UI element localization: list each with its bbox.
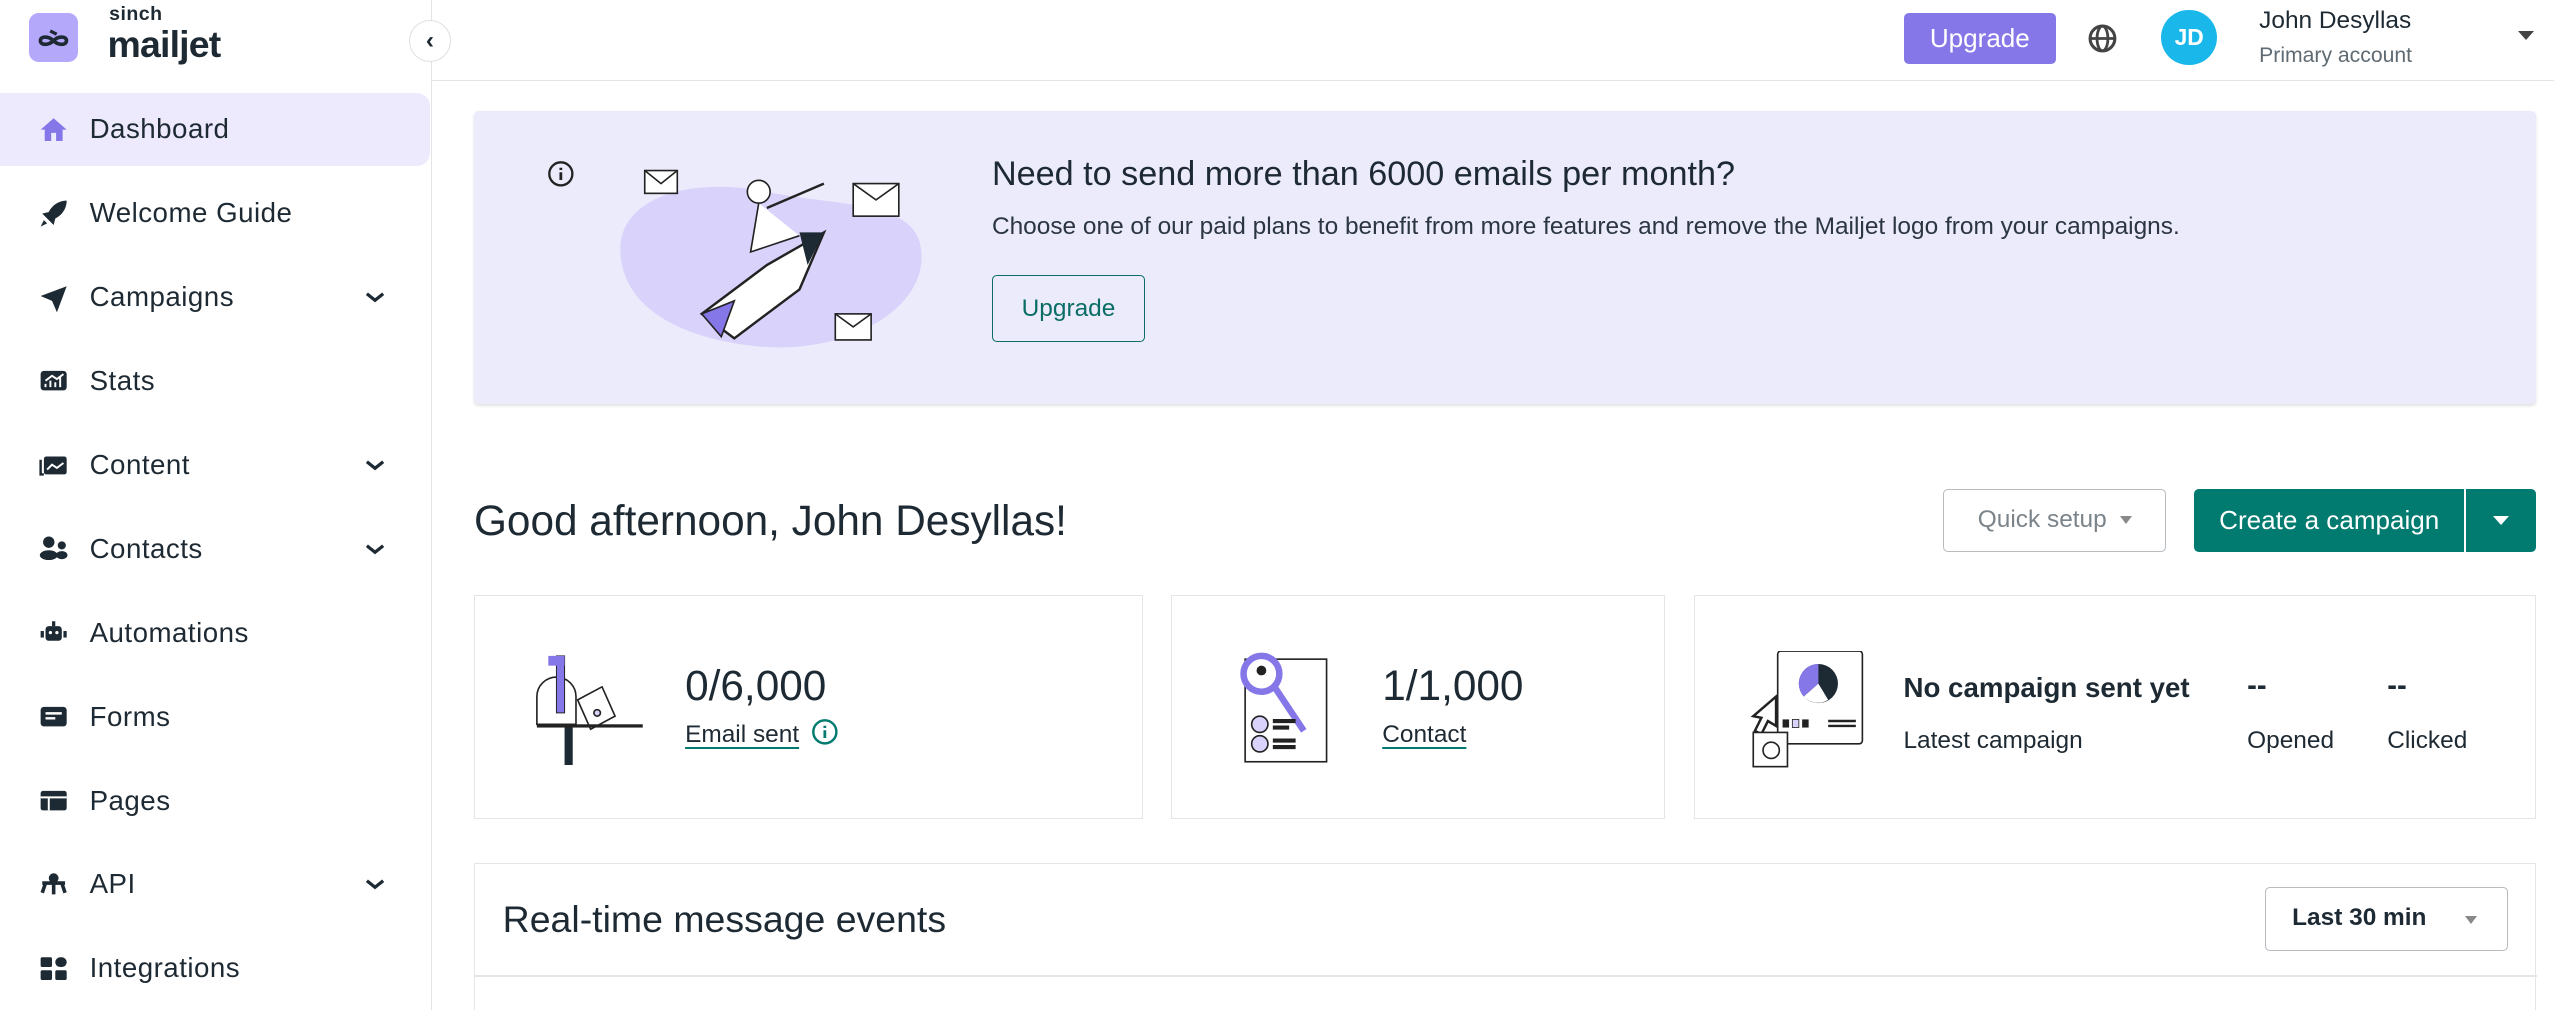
sidebar-item-automations[interactable]: Automations xyxy=(0,596,430,669)
sidebar-item-content[interactable]: Content xyxy=(0,428,430,501)
sidebar-item-stats[interactable]: Stats xyxy=(0,344,430,417)
opened-label: Opened xyxy=(2247,727,2335,755)
chevron-left-icon: ‹ xyxy=(425,26,435,54)
contacts-value: 1/1,000 xyxy=(1382,662,1524,710)
caret-down-icon xyxy=(2464,915,2477,924)
realtime-events-title: Real-time message events xyxy=(502,898,947,941)
sidebar-item-forms[interactable]: Forms xyxy=(0,680,430,753)
sidebar-item-contacts[interactable]: Contacts xyxy=(0,512,430,585)
avatar[interactable]: JD xyxy=(2161,9,2217,66)
mailjet-logo-icon xyxy=(29,13,79,62)
top-header xyxy=(431,0,2554,82)
mailbox-illustration xyxy=(532,651,646,772)
create-campaign-dropdown-button[interactable] xyxy=(2466,488,2537,553)
globe-icon[interactable] xyxy=(2087,23,2118,61)
api-icon xyxy=(39,870,68,899)
sidebar-item-api[interactable]: API xyxy=(0,848,430,921)
banner-title: Need to send more than 6000 emails per m… xyxy=(991,154,1736,193)
sidebar-item-label: Automations xyxy=(89,616,249,648)
user-name[interactable]: John Desyllas xyxy=(2259,6,2412,34)
latest-campaign-card: No campaign sent yet Latest campaign -- … xyxy=(1693,594,2537,820)
caret-down-icon xyxy=(2119,516,2132,525)
sidebar-item-label: API xyxy=(89,868,136,900)
time-range-select[interactable]: Last 30 min xyxy=(2265,887,2508,951)
clicked-value: -- xyxy=(2387,668,2407,702)
home-icon xyxy=(39,115,68,144)
contact-link[interactable]: Contact xyxy=(1382,720,1467,748)
create-campaign-button[interactable]: Create a campaign xyxy=(2194,488,2465,553)
greeting-heading: Good afternoon, John Desyllas! xyxy=(473,496,1067,544)
sidebar-item-label: Welcome Guide xyxy=(89,197,293,229)
people-icon xyxy=(39,534,68,563)
email-sent-link[interactable]: Email sent xyxy=(685,720,800,748)
realtime-events-panel: Real-time message events Last 30 min xyxy=(473,863,2538,1010)
form-icon xyxy=(39,702,68,731)
account-label: Primary account xyxy=(2259,43,2413,67)
chart-icon xyxy=(39,366,68,395)
sidebar-item-label: Pages xyxy=(89,784,171,816)
divider xyxy=(474,975,2538,977)
rocket-icon xyxy=(39,199,68,228)
contact-search-illustration xyxy=(1237,651,1335,772)
sidebar-item-label: Integrations xyxy=(89,952,241,984)
sidebar-item-dashboard[interactable]: Dashboard xyxy=(0,92,430,167)
contacts-card: 1/1,000 Contact xyxy=(1171,594,1665,820)
upgrade-button[interactable]: Upgrade xyxy=(1904,13,2056,64)
time-range-value: Last 30 min xyxy=(2292,904,2427,932)
robot-icon xyxy=(39,618,68,647)
sidebar-item-label: Forms xyxy=(89,700,171,732)
emails-sent-value: 0/6,000 xyxy=(685,662,827,710)
chevron-down-icon[interactable] xyxy=(362,871,388,897)
sidebar-item-label: Dashboard xyxy=(89,113,230,145)
sidebar-item-pages[interactable]: Pages xyxy=(0,764,430,837)
emails-sent-card: 0/6,000 Email sent xyxy=(473,594,1144,820)
upgrade-banner: Need to send more than 6000 emails per m… xyxy=(473,110,2537,404)
campaign-stats-illustration xyxy=(1750,650,1867,775)
latest-campaign-label: Latest campaign xyxy=(1903,727,2083,755)
sidebar-item-campaigns[interactable]: Campaigns xyxy=(0,261,430,334)
quick-setup-label: Quick setup xyxy=(1977,506,2107,534)
banner-subtitle: Choose one of our paid plans to benefit … xyxy=(991,213,2180,241)
rocket-rider-illustration xyxy=(604,151,930,370)
logo-mailjet-text: mailjet xyxy=(107,23,222,66)
sidebar-item-welcome-guide[interactable]: Welcome Guide xyxy=(0,177,430,250)
latest-campaign-title: No campaign sent yet xyxy=(1903,672,2190,704)
quick-setup-button[interactable]: Quick setup xyxy=(1943,488,2167,553)
sidebar-item-label: Stats xyxy=(89,365,156,397)
paper-plane-icon xyxy=(39,283,68,312)
sidebar: sinch mailjet Dashboard Welcome Guide Camp… xyxy=(0,0,432,1010)
chevron-down-icon[interactable] xyxy=(362,452,388,478)
info-icon[interactable] xyxy=(811,718,839,753)
chevron-down-icon[interactable] xyxy=(362,284,388,310)
caret-down-icon xyxy=(2493,515,2510,525)
account-menu-caret-icon[interactable] xyxy=(2518,30,2535,40)
clicked-label: Clicked xyxy=(2387,727,2468,755)
grid-icon xyxy=(39,954,68,983)
chevron-down-icon[interactable] xyxy=(362,536,388,562)
sidebar-item-label: Contacts xyxy=(89,532,203,564)
sidebar-item-integrations[interactable]: Integrations xyxy=(0,932,430,1005)
sidebar-item-label: Campaigns xyxy=(89,281,235,313)
logo-sinch-text: sinch xyxy=(109,2,163,25)
sidebar-item-label: Content xyxy=(89,449,190,481)
opened-value: -- xyxy=(2247,668,2267,702)
info-icon xyxy=(547,160,575,195)
image-gallery-icon xyxy=(39,450,68,479)
layout-icon xyxy=(39,786,68,815)
banner-upgrade-button[interactable]: Upgrade xyxy=(991,275,1146,343)
collapse-sidebar-button[interactable]: ‹ xyxy=(408,19,452,62)
